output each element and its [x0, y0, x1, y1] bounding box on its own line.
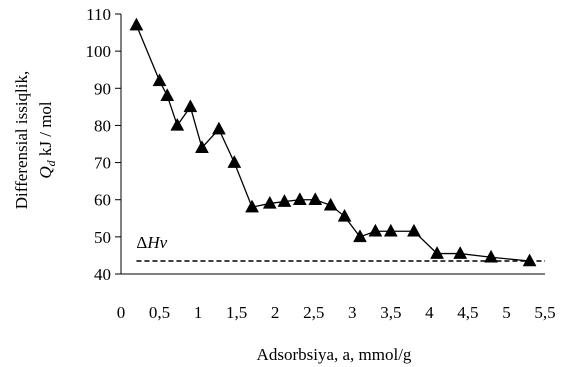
y-axis-title: Differensial issiqlik, Qd kJ / mol [12, 71, 58, 210]
data-point-marker [129, 17, 144, 31]
data-point-marker [277, 194, 292, 207]
data-point-marker [227, 155, 242, 168]
reference-label-main: Hv [146, 233, 167, 252]
x-tick-label: 1 [194, 303, 203, 322]
x-tick-label: 4 [425, 303, 434, 322]
data-point-marker [337, 208, 352, 222]
data-point-marker [308, 192, 323, 205]
y-axis-title-symbol: Q [36, 166, 55, 178]
data-point-marker [152, 73, 167, 87]
y-axis-title-unit: kJ / mol [36, 101, 55, 160]
x-tick-label: 4,5 [457, 303, 478, 322]
y-tick-label: 50 [94, 228, 111, 247]
y-tick-label: 60 [94, 191, 111, 210]
data-point-marker [160, 88, 175, 101]
data-point-marker [195, 140, 209, 153]
x-tick-label: 0 [117, 303, 126, 322]
data-point-marker [211, 121, 226, 135]
series-line [135, 24, 530, 262]
reference-label-prefix: Δ [136, 233, 147, 252]
x-tick-label: 1,5 [226, 303, 247, 322]
data-point-marker [368, 223, 383, 237]
data-point-marker [292, 192, 307, 205]
x-tick-label: 3 [348, 303, 357, 322]
data-point-marker [522, 253, 537, 267]
data-point-marker [430, 246, 444, 259]
y-tick-label: 110 [86, 5, 111, 24]
y-axis-title-subscript: d [44, 159, 58, 166]
y-tick-label: 90 [94, 79, 111, 98]
x-tick-label: 5,5 [534, 303, 555, 322]
data-point-marker [323, 197, 338, 211]
x-tick-label: 2 [271, 303, 280, 322]
y-tick-label: 100 [86, 42, 112, 61]
y-axis-title-line1: Differensial issiqlik, [12, 71, 31, 210]
series-markers [129, 17, 537, 267]
x-tick-label: 0,5 [149, 303, 170, 322]
y-tick-label: 80 [94, 116, 111, 135]
data-point-marker [453, 246, 468, 259]
reference-line-label: ΔHv [136, 233, 167, 252]
x-axis-title: Adsorbsiya, a, mmol/g [257, 345, 412, 364]
y-tick-label: 40 [94, 265, 111, 284]
y-tick-label: 70 [94, 154, 111, 173]
x-tick-label: 5 [502, 303, 511, 322]
data-point-marker [353, 229, 367, 243]
axes [120, 14, 545, 275]
data-point-marker [183, 99, 198, 113]
y-axis-title-line2: Qd kJ / mol [36, 101, 58, 179]
x-tick-label: 2,5 [303, 303, 324, 322]
data-point-marker [383, 223, 398, 237]
x-tick-label: 3,5 [380, 303, 401, 322]
data-point-marker [484, 249, 498, 263]
x-ticks: 0 0,5 1 1,5 2 2,5 3 3,5 4 4,5 5 5,5 [117, 303, 556, 322]
y-ticks: 40 50 60 70 80 90 100 110 [86, 5, 121, 284]
data-point-marker [262, 195, 277, 209]
data-point-marker [245, 199, 259, 213]
data-point-marker [407, 223, 421, 237]
data-point-marker [170, 117, 185, 131]
